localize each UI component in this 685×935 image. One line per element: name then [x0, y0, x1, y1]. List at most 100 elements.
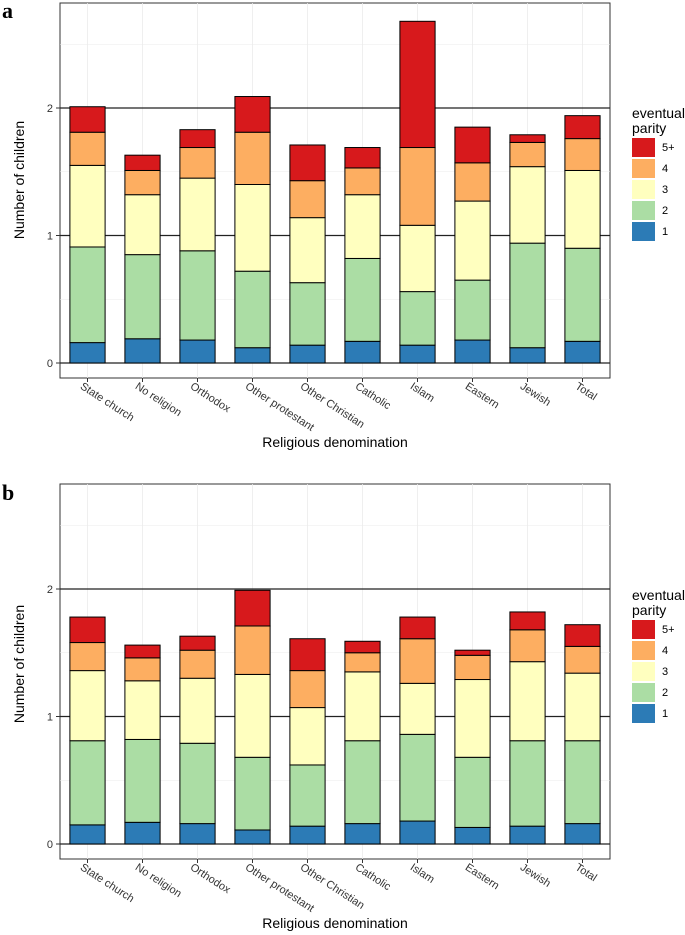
bar-segment-5plus	[399, 616, 436, 640]
y-axis-title-a: Number of children	[11, 121, 27, 239]
bar-segment-3	[399, 224, 436, 293]
bar-segment-4	[124, 657, 161, 682]
panel-label-a: a	[2, 0, 13, 23]
bar-segment-1	[289, 825, 326, 845]
bar-segment-3	[179, 677, 216, 744]
x-tick-label: Jewish	[518, 861, 553, 889]
bar-segment-4	[344, 652, 381, 673]
x-tick-label: Eastern	[463, 861, 501, 892]
bar-segment-2	[344, 257, 381, 342]
bar-segment-5plus	[234, 96, 271, 133]
y-tick-label: 1	[47, 712, 53, 724]
bar-segment-3	[289, 217, 326, 284]
bar-segment-2	[564, 247, 601, 342]
bar-segment-5plus	[509, 611, 546, 631]
bar-segment-1	[454, 339, 491, 364]
bar-segment-3	[399, 682, 436, 735]
x-tick-label: Catholic	[353, 861, 393, 893]
bar-segment-1	[179, 339, 216, 364]
bar-segment-4	[234, 625, 271, 675]
bar-segment-2	[69, 740, 106, 826]
legend-label: 5+	[662, 624, 675, 636]
legend-label: 2	[662, 687, 668, 699]
bar-segment-2	[399, 733, 436, 822]
x-tick-label: State church	[78, 380, 136, 424]
bar-segment-2	[289, 282, 326, 346]
legend-label: 4	[662, 163, 668, 175]
x-tick-label: No religion	[133, 380, 184, 419]
bar-segment-2	[234, 270, 271, 349]
bar-segment-3	[124, 680, 161, 740]
bar-segment-5plus	[69, 616, 106, 644]
bar-segment-5plus	[454, 126, 491, 164]
x-tick-label: Orthodox	[188, 380, 233, 415]
bar-segment-3	[179, 177, 216, 252]
legend-swatch-3	[632, 180, 655, 199]
bar-segment-4	[399, 147, 436, 226]
bar-segment-3	[454, 679, 491, 758]
x-axis-title-a: Religious denomination	[262, 434, 408, 450]
bar-segment-2	[179, 742, 216, 825]
bar-segment-1	[69, 342, 106, 364]
bar-segment-1	[344, 823, 381, 845]
x-tick-label: Total	[573, 861, 599, 884]
bar-segment-5plus	[234, 589, 271, 627]
bar-segment-2	[124, 738, 161, 823]
bar-segment-5plus	[69, 106, 106, 133]
bar-segment-1	[344, 340, 381, 364]
x-tick-label: Islam	[408, 380, 437, 404]
bar-segment-4	[344, 167, 381, 196]
bar-segment-4	[179, 147, 216, 179]
bar-segment-3	[344, 671, 381, 742]
bar-segment-3	[344, 194, 381, 259]
bar-segment-3	[234, 184, 271, 272]
bar-segment-1	[124, 338, 161, 364]
bar-segment-2	[289, 764, 326, 827]
x-tick-label: Catholic	[353, 380, 393, 412]
bar-segment-3	[454, 200, 491, 281]
y-tick-label: 2	[47, 103, 53, 115]
legend-label: 3	[662, 666, 668, 678]
legend-swatch-3	[632, 662, 655, 681]
bar-segment-3	[124, 194, 161, 256]
legend-swatch-4	[632, 159, 655, 178]
bar-segment-2	[399, 291, 436, 346]
bar-segment-3	[564, 672, 601, 742]
bar-segment-5plus	[124, 154, 161, 171]
x-tick-label: No religion	[133, 861, 184, 900]
legend-swatch-5plus	[632, 620, 655, 639]
bar-segment-4	[289, 180, 326, 219]
x-tick-label: Orthodox	[188, 861, 233, 896]
bar-segment-2	[454, 756, 491, 828]
bar-segment-5plus	[344, 640, 381, 654]
bar-segment-1	[289, 344, 326, 364]
legend-swatch-1	[632, 704, 655, 723]
legend-swatch-5plus	[632, 138, 655, 157]
bar-segment-1	[234, 829, 271, 845]
legend-swatch-4	[632, 641, 655, 660]
bar-segment-5plus	[454, 649, 491, 656]
bar-segment-4	[124, 169, 161, 196]
bar-segment-3	[289, 707, 326, 766]
bar-segment-2	[124, 254, 161, 340]
panel-label-b: b	[2, 480, 14, 505]
bar-segment-4	[69, 642, 106, 672]
legend-label: 4	[662, 645, 668, 657]
bar-segment-4	[454, 654, 491, 681]
bar-segment-4	[509, 141, 546, 168]
bar-segment-4	[509, 629, 546, 663]
bar-segment-1	[564, 340, 601, 364]
legend-label: 3	[662, 184, 668, 196]
bar-segment-2	[179, 250, 216, 341]
bar-segment-5plus	[179, 635, 216, 651]
legend-label: 5+	[662, 142, 675, 154]
bar-segment-4	[564, 645, 601, 674]
legend-swatch-2	[632, 201, 655, 220]
y-tick-label: 0	[47, 358, 53, 370]
bar-segment-5plus	[289, 144, 326, 182]
bar-segment-1	[454, 826, 491, 845]
bar-segment-2	[509, 740, 546, 827]
bar-segment-5plus	[564, 115, 601, 140]
